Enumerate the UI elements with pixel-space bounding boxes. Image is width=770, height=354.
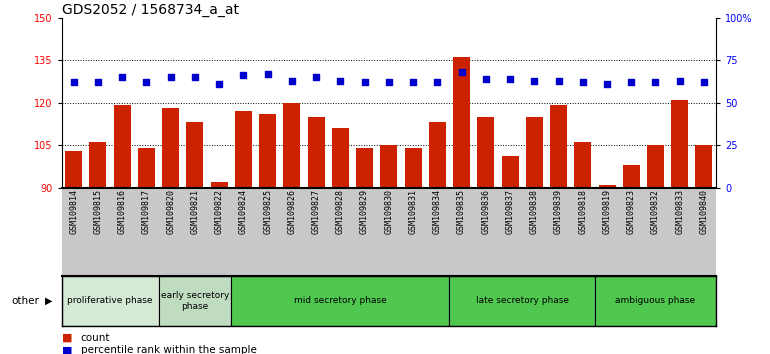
Bar: [380, 145, 397, 188]
Point: [504, 76, 516, 82]
Point: [407, 79, 419, 85]
Point: [286, 78, 298, 84]
Text: mid secretory phase: mid secretory phase: [294, 296, 387, 306]
Text: GSM109825: GSM109825: [263, 189, 272, 234]
Text: GSM109832: GSM109832: [651, 189, 660, 234]
Text: other: other: [12, 296, 39, 306]
Point: [698, 79, 710, 85]
Point: [310, 74, 323, 80]
Point: [480, 76, 492, 82]
Text: ■: ■: [62, 346, 72, 354]
Bar: [453, 57, 470, 188]
Text: GSM109830: GSM109830: [384, 189, 393, 234]
Bar: [259, 114, 276, 188]
Text: GSM109820: GSM109820: [166, 189, 176, 234]
Point: [528, 78, 541, 84]
Point: [334, 78, 346, 84]
Point: [359, 79, 371, 85]
Point: [237, 73, 249, 78]
Text: GSM109828: GSM109828: [336, 189, 345, 234]
Bar: [595, 276, 716, 326]
Point: [140, 79, 152, 85]
Bar: [671, 100, 688, 188]
Point: [625, 79, 638, 85]
Bar: [501, 156, 518, 188]
Text: GSM109817: GSM109817: [142, 189, 151, 234]
Point: [383, 79, 395, 85]
Point: [577, 79, 589, 85]
Text: GSM109835: GSM109835: [457, 189, 466, 234]
Bar: [647, 145, 664, 188]
Point: [431, 79, 444, 85]
Text: GSM109821: GSM109821: [190, 189, 199, 234]
Bar: [162, 108, 179, 188]
Bar: [450, 276, 595, 326]
Bar: [404, 148, 421, 188]
Text: GSM109827: GSM109827: [312, 189, 320, 234]
Bar: [429, 122, 446, 188]
Text: GSM109833: GSM109833: [675, 189, 685, 234]
Bar: [89, 142, 106, 188]
Text: GSM109818: GSM109818: [578, 189, 588, 234]
Point: [262, 71, 274, 76]
Bar: [308, 117, 325, 188]
Point: [189, 74, 201, 80]
Point: [455, 69, 467, 75]
Point: [68, 79, 80, 85]
Text: late secretory phase: late secretory phase: [476, 296, 569, 306]
Bar: [283, 103, 300, 188]
Text: GSM109823: GSM109823: [627, 189, 636, 234]
Point: [552, 78, 564, 84]
Bar: [159, 276, 231, 326]
Bar: [356, 148, 373, 188]
Bar: [526, 117, 543, 188]
Text: GSM109822: GSM109822: [215, 189, 223, 234]
Text: ▶: ▶: [45, 296, 52, 306]
Point: [601, 81, 613, 87]
Point: [92, 79, 104, 85]
Bar: [695, 145, 712, 188]
Bar: [623, 165, 640, 188]
Text: GSM109826: GSM109826: [287, 189, 296, 234]
Point: [165, 74, 177, 80]
Bar: [211, 182, 228, 188]
Text: GDS2052 / 1568734_a_at: GDS2052 / 1568734_a_at: [62, 3, 239, 17]
Bar: [114, 105, 131, 188]
Point: [674, 78, 686, 84]
Bar: [598, 185, 615, 188]
Bar: [65, 151, 82, 188]
Text: GSM109836: GSM109836: [481, 189, 490, 234]
Point: [213, 81, 226, 87]
Text: GSM109839: GSM109839: [554, 189, 563, 234]
Text: percentile rank within the sample: percentile rank within the sample: [81, 346, 256, 354]
Bar: [62, 276, 159, 326]
Text: ambiguous phase: ambiguous phase: [615, 296, 695, 306]
Text: early secretory
phase: early secretory phase: [161, 291, 229, 310]
Text: proliferative phase: proliferative phase: [67, 296, 152, 306]
Bar: [477, 117, 494, 188]
Text: count: count: [81, 333, 110, 343]
Bar: [138, 148, 155, 188]
Text: GSM109831: GSM109831: [409, 189, 417, 234]
Text: ■: ■: [62, 333, 72, 343]
Bar: [231, 276, 450, 326]
Text: GSM109837: GSM109837: [506, 189, 514, 234]
Text: GSM109840: GSM109840: [699, 189, 708, 234]
Text: GSM109815: GSM109815: [93, 189, 102, 234]
Point: [649, 79, 661, 85]
Bar: [235, 111, 252, 188]
Bar: [332, 128, 349, 188]
Text: GSM109824: GSM109824: [239, 189, 248, 234]
Text: GSM109838: GSM109838: [530, 189, 539, 234]
Text: GSM109814: GSM109814: [69, 189, 79, 234]
Bar: [550, 105, 567, 188]
Text: GSM109829: GSM109829: [360, 189, 369, 234]
Text: GSM109834: GSM109834: [433, 189, 442, 234]
Bar: [574, 142, 591, 188]
Text: GSM109816: GSM109816: [118, 189, 127, 234]
Bar: [186, 122, 203, 188]
Point: [116, 74, 129, 80]
Text: GSM109819: GSM109819: [602, 189, 611, 234]
